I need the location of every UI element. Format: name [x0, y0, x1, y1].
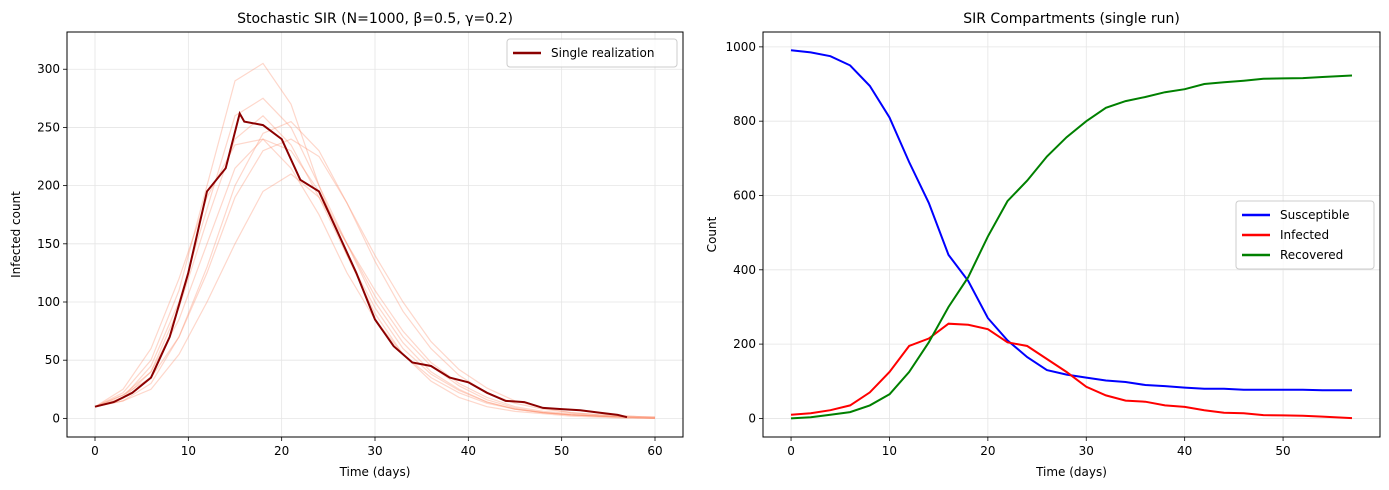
chart-1: 0 10 20 30 40 50 60 0 50 100 150 200 250 300 Stochasti… — [9, 11, 684, 479]
x-axis-label: Time (days) — [339, 465, 411, 479]
series-line-recovered — [790, 74, 1353, 420]
chart-2: 0 10 20 30 40 50 0 200 400 600 800 1000 SIR Compartm… — [705, 11, 1381, 479]
y-tick-label: 150 — [37, 237, 60, 251]
y-tick-label: 100 — [37, 295, 60, 309]
y-tick-label: 0 — [52, 411, 60, 425]
y-tick-label: 800 — [733, 114, 756, 128]
series-line-infected — [790, 322, 1353, 420]
legend-label: Infected — [1280, 228, 1329, 242]
x-tick-label: 0 — [787, 444, 795, 458]
x-tick-label: 40 — [1177, 444, 1192, 458]
x-tick-label: 30 — [1079, 444, 1094, 458]
legend-box — [1235, 200, 1375, 270]
y-tick-label: 600 — [733, 188, 756, 202]
series-line-susceptible — [790, 49, 1352, 392]
y-tick-label: 400 — [733, 263, 756, 277]
x-tick-label: 0 — [91, 444, 99, 458]
x-axis-label: Time (days) — [1035, 465, 1107, 479]
x-tick-label: 20 — [980, 444, 995, 458]
y-axis-label: Infected count — [9, 191, 23, 278]
ensemble-line — [94, 114, 655, 418]
legend-label: Single realization — [551, 46, 654, 60]
legend: Single realization — [506, 38, 678, 68]
y-tick-label: 1000 — [725, 40, 756, 54]
y-tick-label: 200 — [733, 337, 756, 351]
chart-title: Stochastic SIR (N=1000, β=0.5, γ=0.2) — [237, 11, 513, 27]
x-tick-label: 30 — [367, 444, 382, 458]
x-tick-label: 50 — [1275, 444, 1290, 458]
legend-box — [506, 38, 678, 68]
series-line-single-realization — [94, 110, 628, 419]
y-tick-label: 250 — [37, 120, 60, 134]
x-tick-label: 40 — [461, 444, 476, 458]
chart-title: SIR Compartments (single run) — [963, 11, 1180, 27]
y-tick-label: 300 — [37, 62, 60, 76]
legend-label: Recovered — [1280, 248, 1343, 262]
legend-label: Susceptible — [1280, 208, 1349, 222]
x-tick-label: 10 — [181, 444, 196, 458]
ensemble-line — [94, 173, 656, 419]
x-tick-label: 60 — [647, 444, 662, 458]
ensemble-line — [94, 138, 656, 418]
legend: Susceptible Infected Recovered — [1235, 200, 1375, 270]
axes-frame — [762, 31, 1381, 438]
y-tick-label: 0 — [748, 411, 756, 425]
ensemble-line — [94, 62, 655, 419]
ensemble-line — [94, 120, 656, 418]
axes-frame — [66, 31, 684, 438]
x-tick-label: 10 — [882, 444, 897, 458]
ensemble-line — [94, 138, 655, 418]
y-tick-label: 200 — [37, 179, 60, 193]
x-tick-label: 20 — [274, 444, 289, 458]
y-axis-label: Count — [705, 216, 719, 252]
x-tick-label: 50 — [554, 444, 569, 458]
y-tick-label: 50 — [45, 353, 60, 367]
